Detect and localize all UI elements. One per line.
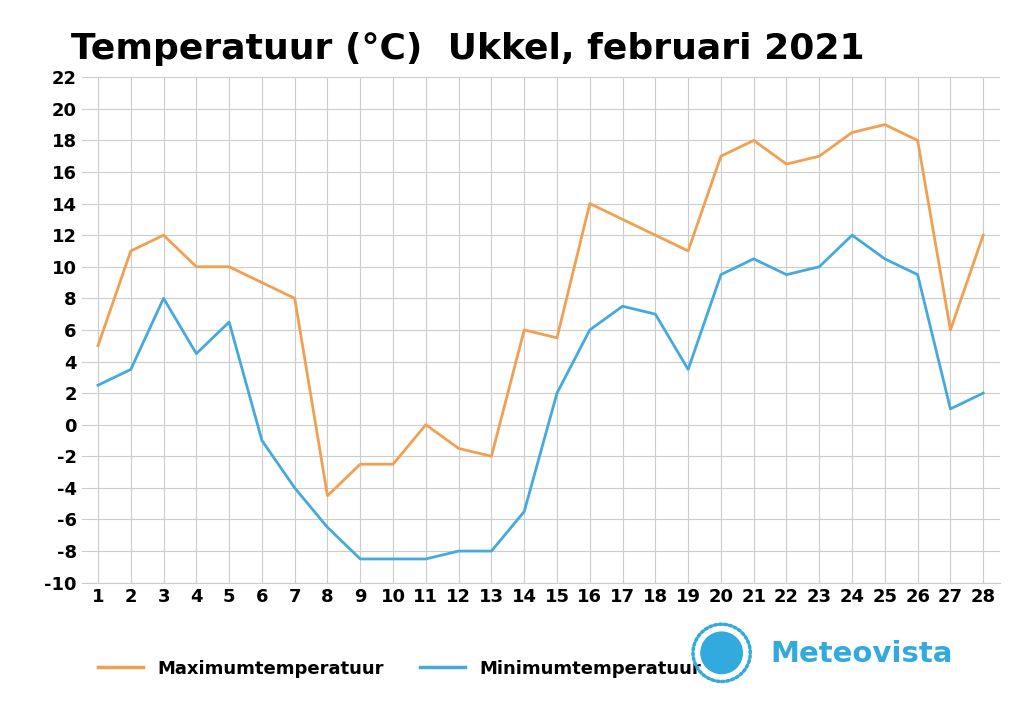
Legend: Maximumtemperatuur, Minimumtemperatuur: Maximumtemperatuur, Minimumtemperatuur xyxy=(91,652,708,685)
Text: Temperatuur (°C)  Ukkel, februari 2021: Temperatuur (°C) Ukkel, februari 2021 xyxy=(71,32,864,65)
Circle shape xyxy=(700,632,742,674)
Text: Meteovista: Meteovista xyxy=(769,640,952,668)
